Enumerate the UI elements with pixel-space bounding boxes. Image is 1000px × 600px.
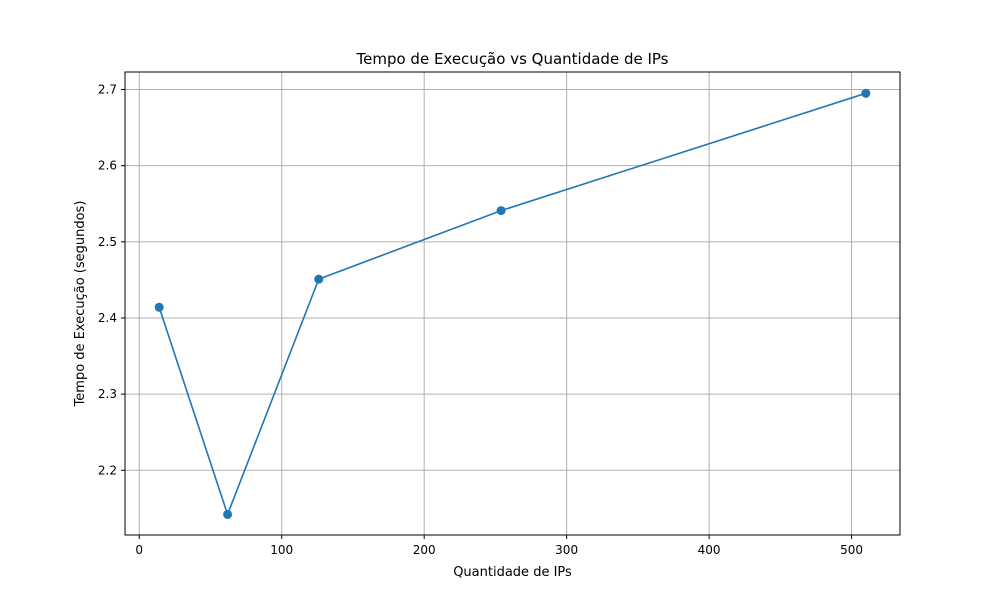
data-point <box>223 509 233 519</box>
data-point <box>154 302 164 312</box>
grid <box>125 72 900 535</box>
series-layer <box>154 88 871 519</box>
y-axis-label: Tempo de Execução (segundos) <box>73 201 88 408</box>
data-point <box>496 206 506 216</box>
data-point <box>861 88 871 98</box>
y-tick-label: 2.6 <box>98 159 117 173</box>
series-line <box>158 92 867 516</box>
y-tick-label: 2.7 <box>98 83 117 97</box>
x-axis-label: Quantidade de IPs <box>453 565 572 580</box>
x-tick-label: 400 <box>698 543 721 557</box>
x-tick-label: 0 <box>135 543 143 557</box>
data-point <box>314 274 324 284</box>
y-tick-label: 2.5 <box>98 235 117 249</box>
x-tick-label: 200 <box>413 543 436 557</box>
y-tick-label: 2.2 <box>98 463 117 477</box>
chart-title: Tempo de Execução vs Quantidade de IPs <box>356 50 669 68</box>
x-tick-label: 100 <box>270 543 293 557</box>
plot-frame <box>124 71 901 536</box>
x-tick-label: 300 <box>555 543 578 557</box>
axis-ticks: 0 100 200 300 400 500 2.2 2.3 2.4 2.5 2.6 2.7 <box>98 83 863 557</box>
x-tick-label: 500 <box>840 543 863 557</box>
y-tick-label: 2.3 <box>98 387 117 401</box>
y-tick-label: 2.4 <box>98 311 117 325</box>
